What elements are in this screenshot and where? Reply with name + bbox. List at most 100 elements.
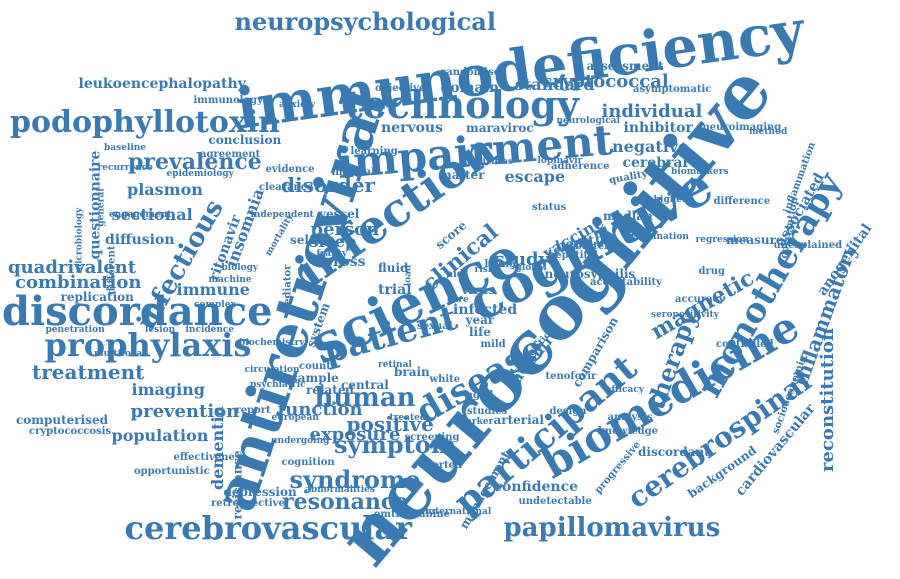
word: complex bbox=[194, 301, 236, 310]
word: adherence bbox=[551, 162, 609, 172]
word: sexual bbox=[417, 322, 453, 332]
word: neurological bbox=[557, 117, 620, 126]
word: studies bbox=[467, 407, 507, 417]
word: learning bbox=[351, 147, 398, 157]
word: median bbox=[603, 210, 653, 222]
word: cerebrovascular bbox=[125, 512, 412, 544]
word: difference bbox=[714, 197, 771, 207]
word: discordant bbox=[638, 446, 710, 458]
word: domain bbox=[441, 81, 500, 95]
word: engagement bbox=[109, 211, 171, 220]
word: tenofovir bbox=[546, 372, 597, 382]
word: biochemistry bbox=[239, 339, 305, 348]
word: analysis bbox=[608, 413, 653, 423]
word: matter bbox=[439, 169, 485, 181]
word: cryptococcosis bbox=[29, 427, 111, 437]
word: frailty bbox=[317, 250, 348, 259]
word: circulation bbox=[245, 366, 300, 375]
word: negative bbox=[612, 139, 688, 155]
word: aid bbox=[447, 270, 464, 280]
word: agreement bbox=[200, 150, 260, 160]
word: higher bbox=[654, 196, 687, 205]
word: immunology bbox=[194, 96, 263, 106]
word: aged bbox=[467, 391, 494, 401]
word: inhibitor bbox=[624, 121, 693, 135]
word: load bbox=[404, 264, 413, 286]
word: hepatitis bbox=[548, 251, 598, 261]
word: lesion bbox=[145, 326, 175, 335]
word: dementia bbox=[210, 406, 226, 490]
word: accuracy bbox=[675, 295, 725, 305]
word: multifocal bbox=[94, 350, 146, 359]
word: life bbox=[469, 326, 491, 338]
word: retinal bbox=[378, 361, 412, 370]
word: leukoencephalopathy bbox=[79, 77, 246, 91]
word: vaccination bbox=[631, 233, 689, 242]
word: confidence bbox=[494, 480, 579, 494]
word: population bbox=[112, 428, 209, 444]
word: conclusion bbox=[209, 134, 282, 146]
word: reconstitution bbox=[819, 328, 837, 472]
word: assessment bbox=[587, 60, 664, 72]
word: risk bbox=[475, 266, 494, 275]
word: reported bbox=[414, 461, 463, 471]
word: plasmon bbox=[127, 182, 203, 198]
word: report bbox=[236, 406, 271, 416]
word: incidence bbox=[186, 326, 235, 335]
word: clearance bbox=[259, 183, 313, 193]
word: treated bbox=[390, 414, 427, 423]
word: neurosyphilis bbox=[545, 268, 636, 280]
word: efficacy bbox=[606, 386, 645, 395]
word: papillomavirus bbox=[504, 515, 721, 541]
word: drug bbox=[699, 267, 726, 277]
word: independent bbox=[251, 211, 314, 220]
word: method bbox=[749, 128, 787, 137]
word: unexplained bbox=[774, 241, 843, 251]
word: global bbox=[516, 264, 547, 273]
word: regression bbox=[696, 236, 749, 245]
word: mediator bbox=[283, 265, 293, 316]
word: anxiety bbox=[279, 101, 315, 110]
word: baseline bbox=[104, 144, 146, 153]
word: cerebral bbox=[623, 156, 688, 170]
word: undetectable bbox=[519, 497, 592, 507]
word: randomised bbox=[441, 68, 507, 78]
word: standard bbox=[515, 77, 595, 93]
word: knowledge bbox=[598, 427, 658, 437]
word: vessel bbox=[319, 208, 359, 220]
word: nervous bbox=[381, 121, 443, 135]
word: depression bbox=[224, 486, 297, 498]
word: interval bbox=[332, 168, 375, 178]
word: microbiology bbox=[75, 207, 84, 273]
word: self bbox=[290, 234, 314, 246]
word: screening bbox=[405, 433, 460, 443]
word: asymptomatic bbox=[633, 85, 711, 95]
word: white bbox=[430, 375, 461, 385]
word: seropositivity bbox=[651, 311, 719, 320]
word: related bbox=[306, 384, 354, 396]
word: european bbox=[272, 414, 319, 423]
word: replication bbox=[61, 291, 134, 303]
word: status bbox=[532, 203, 566, 213]
word: mild bbox=[481, 340, 506, 350]
word: opportunistic bbox=[134, 467, 210, 477]
word: general bbox=[98, 188, 107, 226]
word: marker bbox=[457, 418, 494, 427]
word: undergoing bbox=[271, 437, 329, 446]
word: cognition bbox=[282, 458, 335, 468]
word: activities bbox=[467, 158, 513, 167]
word: objective bbox=[375, 84, 425, 94]
word: machine bbox=[209, 276, 252, 285]
word: biology bbox=[222, 264, 259, 273]
word: psychiatric bbox=[250, 381, 306, 390]
word: retrospective bbox=[211, 499, 285, 509]
word: epidemiology bbox=[167, 170, 234, 179]
word: recurrence bbox=[98, 164, 153, 173]
word: treatment bbox=[32, 362, 144, 382]
word: battery bbox=[575, 242, 615, 252]
word: neuropsychological bbox=[235, 10, 496, 34]
word: penetration bbox=[46, 326, 105, 335]
word: design bbox=[550, 407, 587, 417]
word: abnormalities bbox=[305, 486, 375, 495]
